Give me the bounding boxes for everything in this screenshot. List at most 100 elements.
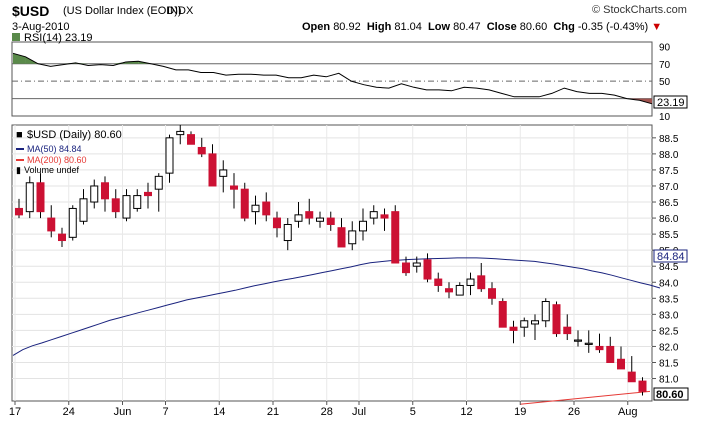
date-tick-label: 24 — [63, 406, 75, 418]
candle-down — [638, 380, 647, 392]
close-label: Close — [486, 21, 517, 33]
candle-down — [15, 207, 23, 216]
candle-down — [488, 288, 496, 299]
candle-down — [111, 198, 120, 213]
candle-up — [25, 182, 34, 213]
rsi-legend: RSI(14) 23.19 — [24, 32, 92, 44]
candle-up — [90, 185, 99, 203]
price-tick-label: 86.0 — [659, 214, 679, 225]
ma50-last-box — [653, 249, 688, 263]
candle-down — [606, 345, 615, 363]
open-value: 80.92 — [333, 21, 361, 33]
date-tick-label: 28 — [321, 406, 333, 418]
price-tick-label: 88.5 — [659, 134, 679, 145]
candle-down — [262, 201, 271, 216]
candle-down — [47, 217, 56, 232]
candle-up — [359, 220, 367, 232]
price-tick-label: 82.0 — [659, 342, 679, 353]
date-tick-label: 14 — [213, 406, 225, 418]
rsi-tick-label: 70 — [659, 60, 671, 71]
volume-legend: Volume undef — [24, 165, 80, 175]
candle-down — [326, 217, 335, 225]
chart-exchange: INDX — [167, 5, 194, 17]
volume-legend-icon: ▮ — [16, 165, 21, 175]
chart-symbol: $USD — [12, 3, 50, 19]
candle-down — [617, 358, 625, 370]
candle-down — [101, 182, 109, 200]
rsi-last-box — [653, 95, 688, 109]
price-tick-label: 83.0 — [659, 310, 679, 321]
candle-up — [531, 320, 539, 325]
candle-up — [369, 211, 378, 219]
rsi-legend-swatch-icon — [12, 33, 20, 41]
candles — [15, 125, 647, 396]
ma200-legend: MA(200) 80.60 — [27, 155, 87, 165]
candle-down — [208, 153, 217, 187]
brand-credit[interactable]: © StockCharts.com — [592, 4, 687, 16]
candle-up — [348, 230, 357, 245]
open-label: Open — [302, 21, 331, 33]
date-tick-label: 5 — [410, 406, 416, 418]
candle-down — [391, 211, 400, 264]
candle-up — [165, 137, 174, 174]
price-legend: $USD (Daily) 80.60 — [27, 129, 122, 141]
price-tick-label: 87.5 — [659, 166, 679, 177]
rsi-tick-label: 90 — [659, 42, 671, 53]
candle-down — [552, 304, 561, 335]
candle-up — [154, 175, 163, 190]
price-tick-label: 86.5 — [659, 198, 679, 209]
candle-up — [466, 278, 475, 286]
candle-up — [176, 130, 185, 136]
candle-up — [251, 204, 260, 213]
candle-down — [477, 275, 486, 290]
date-tick-label: 12 — [460, 406, 472, 418]
candle-down — [380, 214, 389, 219]
ohlc-readout: Open 80.92 High 81.04 Low 80.47 Close 80… — [302, 21, 662, 33]
date-tick-label: Jun — [114, 406, 132, 418]
ma200-line — [519, 390, 651, 405]
candle-up — [412, 262, 421, 267]
change-down-icon: ▼ — [651, 21, 663, 33]
rsi-last-value: 23.19 — [657, 97, 685, 109]
candle-up — [574, 339, 582, 342]
candle-up — [283, 223, 292, 242]
candle-down — [434, 278, 443, 286]
candle-down — [423, 259, 432, 280]
price-panel-frame — [11, 124, 653, 402]
candle-up — [79, 198, 88, 222]
candle-down — [197, 146, 206, 155]
chart-date: 3-Aug-2010 — [12, 21, 70, 33]
date-tick-label: Aug — [618, 406, 638, 418]
date-tick-label: 21 — [267, 406, 279, 418]
candle-down — [627, 371, 636, 383]
candle-down — [273, 217, 281, 229]
candle-up — [455, 284, 464, 296]
date-tick-label: 19 — [514, 406, 526, 418]
price-tick-label: 83.5 — [659, 294, 679, 305]
ma50-legend: MA(50) 84.84 — [27, 144, 82, 154]
date-tick-label: 7 — [162, 406, 168, 418]
candle-up — [316, 217, 324, 222]
candle-down — [445, 288, 453, 293]
ma50-last-value: 84.84 — [657, 251, 685, 263]
candle-down — [498, 301, 507, 328]
candle-down — [144, 191, 152, 197]
price-grid — [12, 125, 652, 401]
high-value: 81.04 — [394, 21, 422, 33]
price-tick-label: 81.5 — [659, 358, 679, 369]
close-last-box — [653, 387, 689, 401]
candle-up — [584, 342, 593, 345]
price-tick-label: 81.0 — [659, 375, 679, 386]
price-tick-label: 88.0 — [659, 150, 679, 161]
rsi-line — [12, 52, 653, 105]
rsi-panel-frame — [11, 41, 653, 117]
date-x-axis: 17 24 Jun 7 14 21 28 Jul 5 12 19 26 Aug — [9, 401, 638, 418]
high-label: High — [366, 21, 392, 33]
price-tick-label: 82.5 — [659, 326, 679, 337]
candle-down — [563, 326, 572, 335]
low-value: 80.47 — [453, 21, 481, 33]
candle-down — [58, 233, 66, 242]
rsi-tick-label: 50 — [659, 77, 671, 88]
price-tick-label: 85.5 — [659, 230, 679, 241]
